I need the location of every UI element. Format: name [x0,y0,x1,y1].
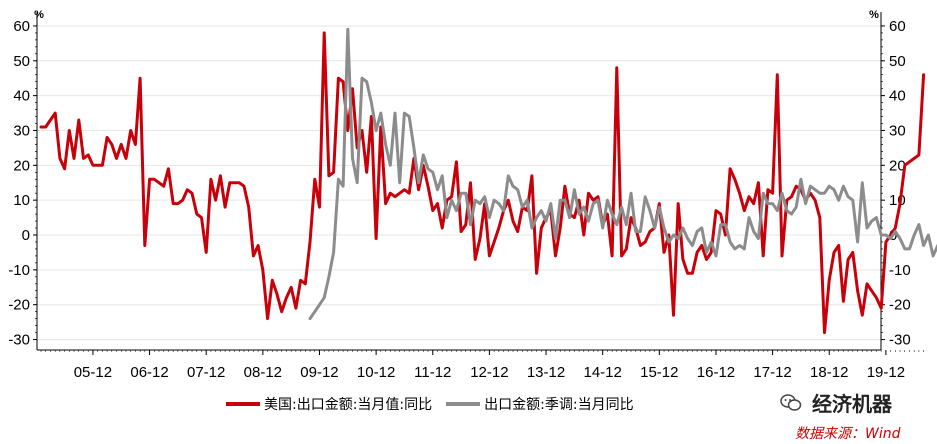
right-tick-label: 40 [889,88,906,105]
right-tick-label: 60 [889,18,906,35]
brand-watermark: 经济机器 [780,388,892,417]
x-tick-label: 09-12 [300,364,338,381]
series-line-us-export [39,31,926,335]
wechat-icon [780,393,802,411]
right-tick-label: -30 [889,332,911,349]
x-tick-label: 19-12 [867,364,905,381]
series-lines [39,27,937,335]
series-line-sa-export [308,27,937,321]
right-tick-label: 20 [889,157,906,174]
brand-name: 经济机器 [812,392,892,416]
x-tick-label: 10-12 [357,364,395,381]
right-tick-label: 50 [889,53,906,70]
legend: 美国:出口金额:当月值:同比 出口金额:季调:当月同比 [226,394,648,414]
left-axis-unit: % [34,9,44,21]
left-tick-label: 60 [13,18,30,35]
right-tick-label: 10 [889,192,906,209]
legend-label-us-export: 美国:出口金额:当月值:同比 [264,397,433,413]
right-tick-label: 30 [889,122,906,139]
left-tick-label: -10 [8,262,30,279]
left-tick-label: 20 [13,157,30,174]
left-tick-label: 40 [13,88,30,105]
x-tick-label: 08-12 [244,364,282,381]
x-tick-label: 07-12 [187,364,225,381]
legend-item-us-export: 美国:出口金额:当月值:同比 [226,394,432,414]
x-tick-label: 16-12 [697,364,735,381]
left-tick-label: -20 [8,297,30,314]
left-tick-label: -30 [8,332,30,349]
x-tick-label: 17-12 [753,364,791,381]
right-tick-label: -20 [889,297,911,314]
left-tick-label: 50 [13,53,30,70]
source-note: 数据来源：Wind [795,426,901,442]
legend-item-sa-export: 出口金额:季调:当月同比 [446,394,634,414]
legend-swatch-grey [446,402,481,406]
x-tick-label: 18-12 [810,364,848,381]
left-tick-label: 30 [13,122,30,139]
x-tick-label: 15-12 [640,364,678,381]
x-tick-label: 13-12 [527,364,565,381]
x-tick-label: 05-12 [74,364,112,381]
right-tick-label: -10 [889,262,911,279]
x-tick-label: 12-12 [470,364,508,381]
x-tick-label: 06-12 [130,364,168,381]
left-tick-label: 10 [13,192,30,209]
legend-label-sa-export: 出口金额:季调:当月同比 [484,397,634,413]
x-tick-label: 11-12 [414,364,451,381]
x-tick-label: 14-12 [583,364,621,381]
right-axis-unit: % [869,9,879,21]
legend-swatch-red [226,402,260,406]
left-tick-label: 0 [22,227,30,244]
